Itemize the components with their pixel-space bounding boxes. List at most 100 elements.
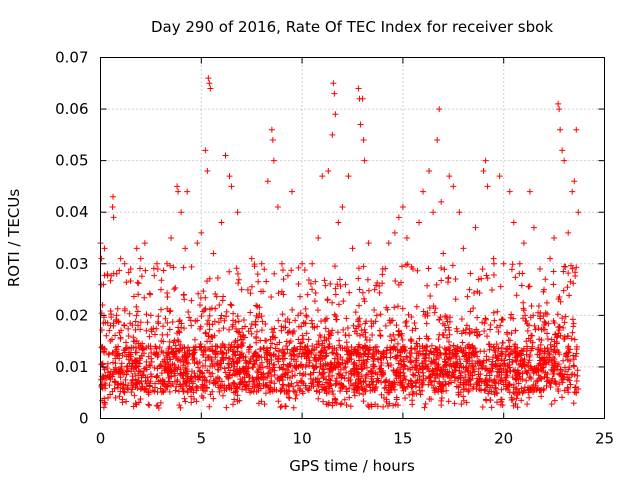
data-point (506, 381, 513, 388)
data-point (184, 373, 191, 380)
data-point (385, 362, 392, 369)
data-point (372, 369, 379, 376)
data-point (512, 366, 519, 373)
data-point (565, 386, 572, 393)
data-point (539, 364, 546, 371)
data-point (476, 377, 483, 384)
data-point (527, 363, 534, 370)
data-point (504, 345, 511, 352)
data-point (431, 389, 438, 396)
data-point (303, 313, 310, 320)
data-point (105, 369, 112, 376)
data-point (497, 322, 504, 329)
data-point (361, 350, 368, 357)
data-point (120, 370, 127, 377)
data-point (341, 375, 348, 382)
data-point (252, 349, 259, 356)
data-point (395, 332, 402, 339)
data-point (416, 335, 423, 342)
data-point (254, 368, 261, 375)
data-point (190, 355, 197, 362)
data-point (543, 382, 550, 389)
data-point (198, 393, 205, 400)
data-point (193, 398, 200, 405)
data-point (545, 320, 552, 327)
data-point (372, 344, 379, 351)
data-point (206, 379, 213, 386)
data-point (172, 387, 179, 394)
data-point (299, 332, 306, 339)
data-point (472, 360, 479, 367)
data-point (166, 388, 173, 395)
data-point (515, 380, 522, 387)
data-point (152, 351, 159, 358)
data-point (513, 292, 520, 299)
data-point (519, 348, 526, 355)
data-point (407, 377, 414, 384)
data-point (421, 358, 428, 365)
data-point (548, 336, 555, 343)
data-point (160, 323, 167, 330)
data-point (329, 299, 336, 306)
data-point (234, 209, 241, 216)
data-point (269, 340, 276, 347)
data-point (233, 359, 240, 366)
data-point (333, 347, 340, 354)
data-point (132, 364, 139, 371)
data-point (431, 378, 438, 385)
data-point (158, 277, 165, 284)
data-point (229, 372, 236, 379)
data-point (315, 235, 322, 241)
data-point (300, 319, 307, 326)
data-point (231, 371, 238, 378)
data-point (261, 344, 268, 351)
data-point (350, 350, 357, 357)
data-point (356, 286, 363, 293)
data-point (156, 344, 163, 351)
data-point (247, 309, 254, 316)
data-point (151, 388, 158, 395)
data-point (526, 394, 533, 401)
data-point (236, 329, 243, 336)
data-point (515, 389, 522, 396)
data-point (365, 287, 372, 294)
data-point (423, 343, 430, 350)
data-point (538, 393, 545, 400)
data-point (303, 330, 310, 337)
data-point (469, 358, 476, 365)
data-point (473, 380, 480, 387)
data-point (500, 381, 507, 388)
data-point (218, 378, 225, 385)
data-point (554, 333, 561, 340)
data-point (206, 275, 213, 282)
data-point (227, 301, 234, 308)
data-point (350, 322, 357, 329)
data-point (137, 396, 144, 403)
data-point (325, 335, 332, 342)
data-point (463, 322, 470, 329)
data-point (483, 272, 490, 279)
data-point (374, 347, 381, 354)
data-point (271, 270, 278, 277)
data-point (112, 369, 119, 376)
data-point (226, 173, 233, 180)
data-point (554, 366, 561, 373)
data-point (189, 378, 196, 385)
data-point (188, 322, 195, 329)
data-point (529, 345, 536, 352)
data-point (248, 330, 255, 337)
data-point (133, 349, 140, 356)
data-point (245, 365, 252, 372)
data-point (505, 337, 512, 344)
data-point (329, 387, 336, 394)
data-point (256, 304, 263, 311)
data-point (537, 341, 544, 348)
data-point (547, 341, 554, 348)
plot-frame (100, 57, 605, 419)
data-point (557, 126, 564, 133)
data-point (382, 378, 389, 385)
data-point (323, 390, 330, 397)
data-point (312, 355, 319, 362)
data-point (508, 330, 515, 337)
data-point (246, 378, 253, 385)
